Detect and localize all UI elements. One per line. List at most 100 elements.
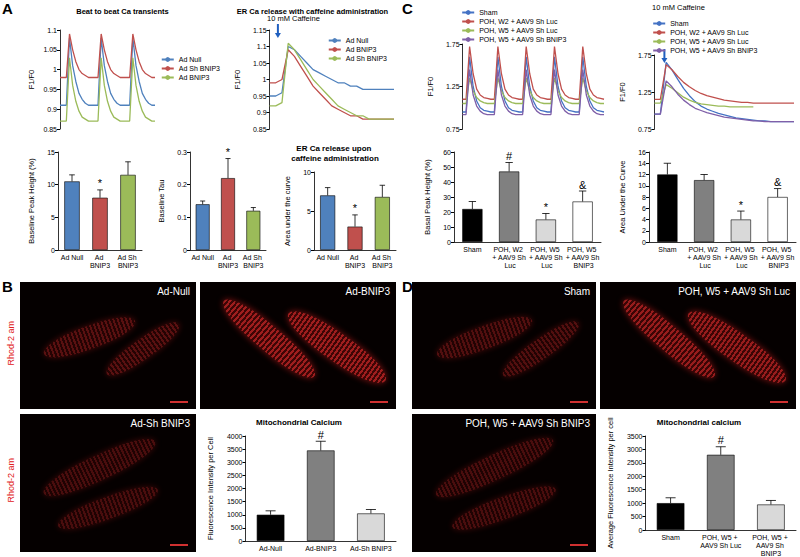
svg-text:0.1: 0.1 — [177, 214, 187, 221]
svg-text:*: * — [98, 177, 103, 189]
svg-text:2000: 2000 — [227, 485, 243, 492]
svg-text:POH, W5: POH, W5 — [567, 246, 599, 253]
svg-text:POH, W5 + AAV9 Sh Luc: POH, W5 + AAV9 Sh Luc — [479, 27, 558, 34]
svg-text:Sham: Sham — [479, 9, 497, 16]
svg-text:1500: 1500 — [227, 498, 243, 505]
svg-text:Ad: Ad — [95, 254, 106, 261]
svg-text:0: 0 — [642, 239, 646, 246]
svg-text:1: 1 — [263, 76, 267, 83]
svg-text:*: * — [226, 146, 231, 158]
svg-text:16: 16 — [638, 149, 646, 156]
svg-text:&: & — [579, 179, 587, 191]
svg-text:3000: 3000 — [227, 459, 243, 466]
svg-text:BNIP3: BNIP3 — [218, 262, 238, 269]
svg-text:+ AAV9 Sh: + AAV9 Sh — [687, 254, 721, 261]
svg-text:Ad Null: Ad Null — [179, 56, 202, 63]
svg-text:BNIP3: BNIP3 — [572, 262, 594, 269]
svg-text:2: 2 — [642, 227, 646, 234]
svg-text:BNIP3: BNIP3 — [118, 262, 138, 269]
svg-text:POH, W5 + AAV9 Sh Luc: POH, W5 + AAV9 Sh Luc — [670, 38, 749, 45]
svg-text:F1/F0: F1/F0 — [233, 70, 242, 90]
svg-text:POH, W5: POH, W5 — [530, 246, 562, 253]
svg-text:Ad Null: Ad Null — [346, 37, 369, 44]
svg-text:1.25: 1.25 — [446, 83, 460, 90]
svg-text:POH, W2 + AAV9 Sh Luc: POH, W2 + AAV9 Sh Luc — [670, 29, 749, 36]
svg-text:10: 10 — [638, 182, 646, 189]
svg-text:14: 14 — [638, 160, 646, 167]
svg-text:Luc: Luc — [734, 262, 748, 269]
svg-text:2000: 2000 — [627, 473, 643, 480]
svg-text:10: 10 — [303, 169, 311, 176]
svg-text:8: 8 — [642, 194, 646, 201]
svg-text:Ad-Sh BNIP3: Ad-Sh BNIP3 — [350, 545, 392, 552]
svg-text:Ad Null: Ad Null — [191, 254, 214, 261]
svg-text:50: 50 — [443, 164, 451, 171]
svg-text:Ad Null: Ad Null — [61, 254, 84, 261]
svg-text:Baseline Tau: Baseline Tau — [157, 180, 166, 223]
svg-text:10 mM Caffeine: 10 mM Caffeine — [652, 3, 705, 12]
svg-text:4000: 4000 — [227, 433, 243, 440]
svg-text:POH, W5: POH, W5 — [762, 246, 794, 253]
svg-text:0: 0 — [183, 247, 187, 254]
svg-text:2500: 2500 — [227, 472, 243, 479]
svg-text:6: 6 — [642, 205, 646, 212]
svg-text:+ AAV9 Sh: + AAV9 Sh — [492, 254, 526, 261]
svg-text:Basal Peak Height (%): Basal Peak Height (%) — [423, 159, 432, 235]
svg-text:BNIP3: BNIP3 — [345, 262, 365, 269]
svg-text:1.05: 1.05 — [253, 60, 267, 67]
svg-text:BNIP3: BNIP3 — [767, 262, 789, 269]
svg-text:#: # — [318, 429, 325, 441]
svg-text:Area under the curve: Area under the curve — [283, 176, 292, 246]
svg-text:BNIP3: BNIP3 — [372, 262, 392, 269]
svg-text:Sham: Sham — [658, 246, 676, 253]
svg-text:+ AAV9 Sh: + AAV9 Sh — [761, 254, 795, 261]
svg-text:Mitochondrial calcium: Mitochondrial calcium — [657, 418, 741, 427]
svg-text:Ad BNIP3: Ad BNIP3 — [179, 74, 210, 81]
svg-text:POH, W2: POH, W2 — [688, 246, 720, 253]
svg-text:0.3: 0.3 — [177, 149, 187, 156]
svg-text:0.85: 0.85 — [43, 126, 57, 133]
svg-text:BNIP3: BNIP3 — [761, 550, 781, 557]
svg-text:#: # — [506, 150, 513, 162]
svg-text:Ad Sh: Ad Sh — [243, 254, 264, 261]
svg-text:AAV9 Sh Luc: AAV9 Sh Luc — [700, 542, 742, 549]
svg-text:0.95: 0.95 — [253, 93, 267, 100]
svg-text:Ad BNIP3: Ad BNIP3 — [346, 46, 377, 53]
svg-text:Beat to beat Ca transients: Beat to beat Ca transients — [76, 7, 169, 16]
svg-text:1.75: 1.75 — [638, 52, 652, 59]
svg-text:1.75: 1.75 — [446, 41, 460, 48]
svg-text:500: 500 — [231, 524, 243, 531]
svg-text:POH, W2 + AAV9 Sh Luc: POH, W2 + AAV9 Sh Luc — [479, 18, 558, 25]
svg-text:*: * — [353, 202, 358, 214]
svg-text:3500: 3500 — [627, 433, 643, 440]
svg-text:Sham: Sham — [670, 20, 688, 27]
svg-text:BNIP3: BNIP3 — [243, 262, 263, 269]
svg-text:3000: 3000 — [627, 446, 643, 453]
svg-text:POH, W5 + AAV9 Sh BNIP3: POH, W5 + AAV9 Sh BNIP3 — [670, 47, 757, 54]
svg-text:Average Fluorescence Intensity: Average Fluorescence Intensity per cell — [606, 417, 615, 549]
svg-text:Mitochondrial Calcium: Mitochondrial Calcium — [256, 418, 342, 427]
svg-text:Ad: Ad — [350, 254, 361, 261]
svg-text:Ad Sh BNIP3: Ad Sh BNIP3 — [346, 55, 387, 62]
svg-text:4: 4 — [642, 216, 646, 223]
svg-text:60: 60 — [443, 149, 451, 156]
svg-text:Fluorescence Intensity per Cel: Fluorescence Intensity per Cell — [206, 437, 215, 540]
svg-text:1.1: 1.1 — [47, 27, 57, 34]
svg-text:ER Ca release with caffeine ad: ER Ca release with caffeine administrati… — [237, 7, 389, 16]
svg-text:0.95: 0.95 — [43, 86, 57, 93]
svg-text:#: # — [718, 434, 725, 446]
svg-text:Ad-Null: Ad-Null — [259, 545, 282, 552]
svg-text:0.2: 0.2 — [177, 181, 187, 188]
svg-text:0: 0 — [447, 239, 451, 246]
svg-text:1.15: 1.15 — [253, 27, 267, 34]
svg-text:BNIP3: BNIP3 — [90, 262, 110, 269]
svg-text:0: 0 — [51, 247, 55, 254]
svg-text:AAV9 Sh: AAV9 Sh — [756, 542, 786, 549]
svg-text:Ad Null: Ad Null — [316, 254, 339, 261]
svg-text:*: * — [739, 199, 744, 211]
svg-text:Ad Sh: Ad Sh — [372, 254, 393, 261]
svg-text:ER Ca release upon: ER Ca release upon — [296, 144, 373, 153]
svg-text:Ad-BNIP3: Ad-BNIP3 — [305, 545, 336, 552]
svg-text:POH, W5 + AAV9 Sh BNIP3: POH, W5 + AAV9 Sh BNIP3 — [479, 36, 566, 43]
svg-text:Luc: Luc — [539, 262, 553, 269]
